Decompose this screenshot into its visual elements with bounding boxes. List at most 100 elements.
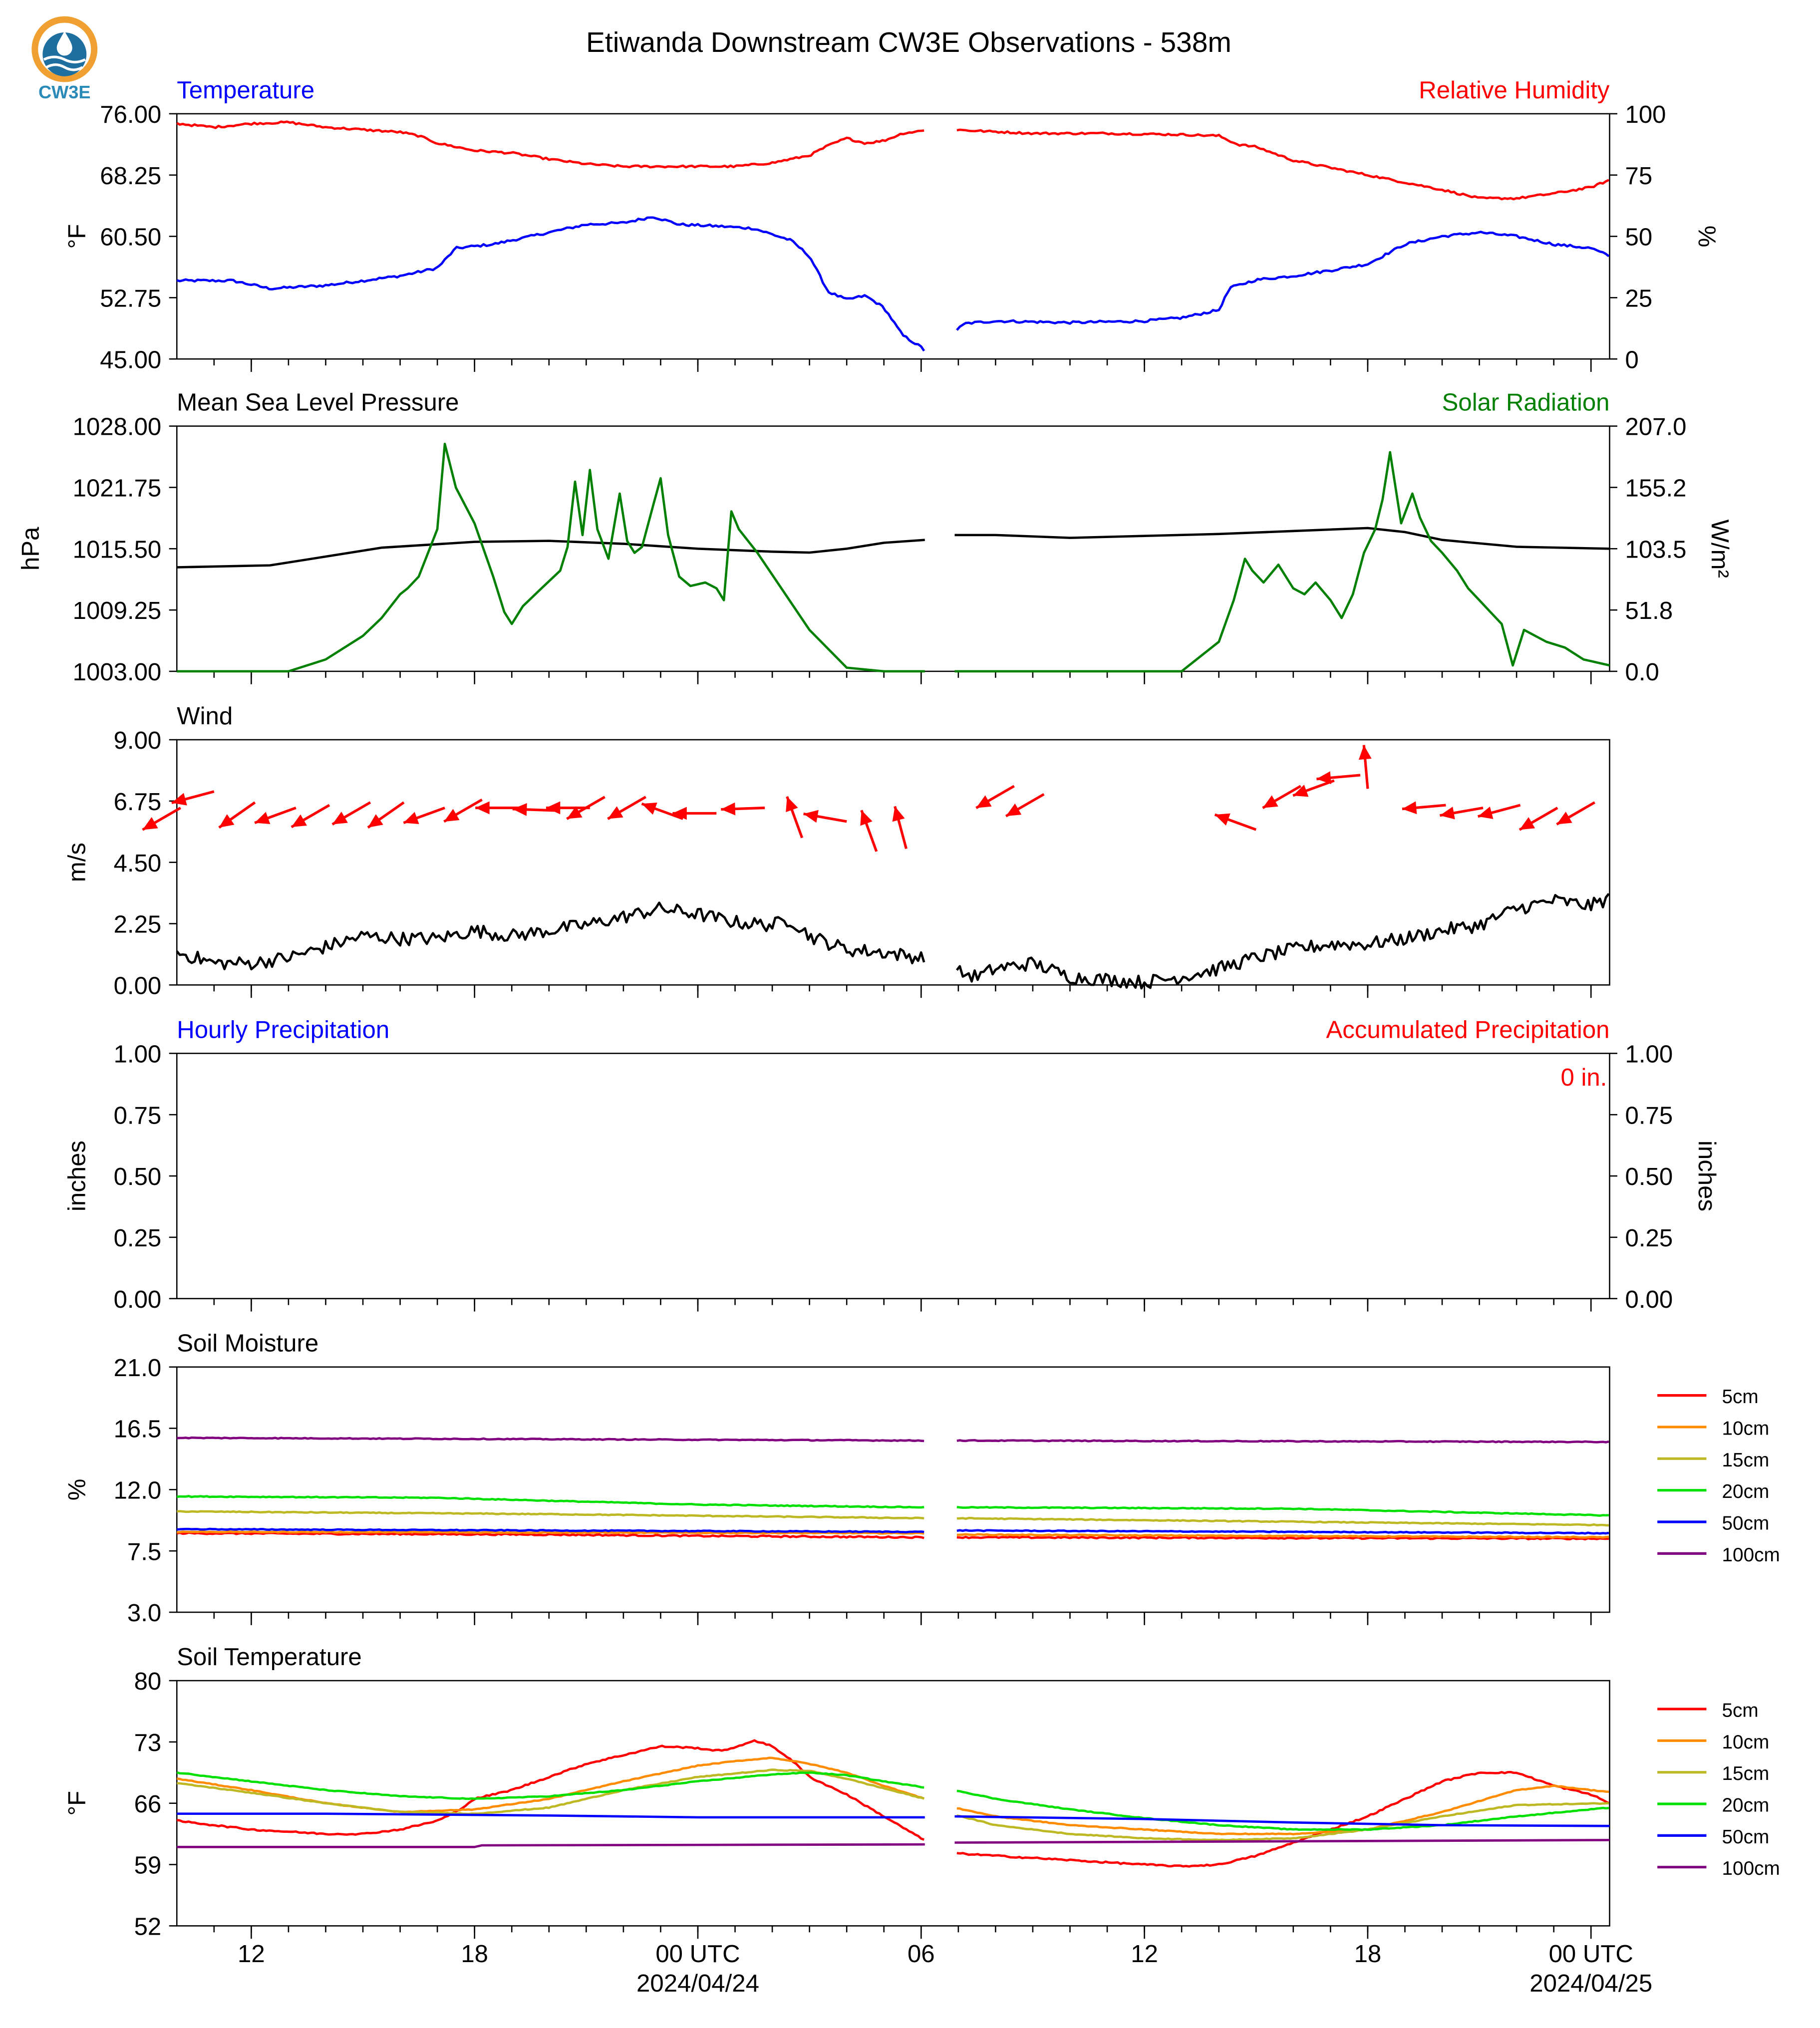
- series-line: [177, 527, 1610, 569]
- wind-arrow-head: [607, 806, 623, 819]
- y-tick-label: 1028.00: [73, 414, 162, 441]
- x-tick-date-label: 2024/04/24: [636, 1970, 759, 1997]
- y-tick-label: 1021.75: [73, 475, 162, 502]
- panel-title-left: Mean Sea Level Pressure: [177, 389, 459, 416]
- y2-tick-label: 100: [1625, 101, 1666, 128]
- y-tick-label: 68.25: [100, 163, 161, 190]
- series-line-10cm: [177, 1530, 1609, 1539]
- panel-press: 1028.00 1021.75 1015.50 1009.25 1003.00 207.0…: [17, 389, 1733, 686]
- wind-arrow-head: [368, 814, 383, 828]
- y-axis-label: hPa: [17, 527, 44, 571]
- y-tick-label: 0.00: [114, 1286, 162, 1313]
- wind-arrow-head: [171, 793, 187, 806]
- wind-arrow-head: [786, 796, 798, 813]
- panel-title-left: Soil Moisture: [177, 1330, 318, 1357]
- y-tick-label: 3.0: [127, 1600, 161, 1627]
- y-tick-label: 0.00: [114, 972, 162, 999]
- wind-arrow-head: [332, 812, 348, 825]
- y2-axis-label: W/m²: [1706, 520, 1733, 578]
- series-line: [176, 216, 1610, 352]
- legend-label: 20cm: [1722, 1795, 1769, 1816]
- y2-tick-label: 75: [1625, 163, 1653, 190]
- panel-soilt: 80 73 66 59 52 Soil Temperature °F 5cm 10cm 15cm 2…: [64, 1644, 1780, 1997]
- logo-text: CW3E: [38, 82, 91, 102]
- y-tick-label: 1015.50: [73, 536, 162, 563]
- y-tick-label: 0.50: [114, 1163, 162, 1190]
- panel-wind: 9.00 6.75 4.50 2.25 0.00 Wind m/s: [64, 703, 1610, 999]
- y2-tick-label: 103.5: [1625, 536, 1687, 563]
- legend-label: 100cm: [1722, 1858, 1780, 1879]
- y-tick-label: 73: [134, 1730, 162, 1756]
- legend: 5cm 10cm 15cm 20cm 50cm 100cm: [1657, 1386, 1780, 1566]
- y2-tick-label: 155.2: [1625, 475, 1687, 502]
- precip-total-label: 0 in.: [1560, 1064, 1607, 1091]
- legend-label: 50cm: [1722, 1826, 1769, 1848]
- y2-tick-label: 207.0: [1625, 414, 1687, 441]
- series-line-15cm: [177, 1510, 1609, 1527]
- wind-arrow-head: [1478, 806, 1494, 819]
- y-axis-label: %: [64, 1479, 91, 1501]
- wind-arrow-head: [1358, 745, 1372, 760]
- y-tick-label: 1.00: [114, 1041, 162, 1068]
- legend-label: 100cm: [1722, 1544, 1780, 1566]
- series-line-100cm: [177, 1839, 1610, 1848]
- x-tick-label: 06: [908, 1941, 935, 1968]
- x-tick-label: 18: [1354, 1941, 1382, 1968]
- series-line: [176, 120, 1609, 201]
- wind-arrow-head: [255, 812, 271, 824]
- wind-arrow-head: [1440, 807, 1455, 820]
- y2-tick-label: 0.50: [1625, 1163, 1673, 1190]
- wind-arrow-head: [1556, 812, 1572, 825]
- wind-arrow-head: [403, 812, 419, 824]
- wind-arrow-head: [142, 817, 158, 830]
- series-line-20cm: [176, 1771, 1609, 1831]
- wind-arrows: [142, 745, 1595, 852]
- panel-title-left: Hourly Precipitation: [177, 1016, 389, 1043]
- y-tick-label: 0.25: [114, 1225, 162, 1252]
- y2-tick-label: 0.75: [1625, 1102, 1673, 1129]
- wind-arrow-head: [1402, 801, 1417, 815]
- cw3e-logo: CW3E: [31, 16, 98, 102]
- y2-tick-label: 25: [1625, 285, 1653, 312]
- x-tick-date-label: 2024/04/25: [1529, 1970, 1652, 1997]
- y-axis-label: m/s: [64, 843, 91, 882]
- y-tick-label: 21.0: [114, 1355, 162, 1382]
- wind-arrow-head: [567, 806, 583, 819]
- wind-arrow-head: [1519, 817, 1535, 830]
- y-tick-label: 0.75: [114, 1102, 162, 1129]
- figure-title: Etiwanda Downstream CW3E Observations - …: [586, 27, 1231, 58]
- y-tick-label: 60.50: [100, 224, 161, 251]
- y-tick-label: 2.25: [114, 911, 162, 938]
- y-tick-label: 52: [134, 1913, 162, 1940]
- series-line-5cm: [177, 1739, 1609, 1868]
- legend-label: 15cm: [1722, 1763, 1769, 1784]
- wind-arrow-head: [860, 810, 873, 826]
- y-tick-label: 9.00: [114, 727, 162, 754]
- y-tick-label: 59: [134, 1852, 162, 1879]
- y2-tick-label: 50: [1625, 224, 1653, 251]
- legend-label: 20cm: [1722, 1481, 1769, 1502]
- y-tick-label: 1009.25: [73, 597, 162, 624]
- y-axis-label: °F: [64, 1791, 91, 1816]
- series-line: [177, 443, 1610, 673]
- panel-title-left: Soil Temperature: [177, 1644, 361, 1671]
- wind-arrow-head: [1006, 803, 1022, 817]
- y-tick-label: 66: [134, 1791, 162, 1818]
- series-line-50cm: [177, 1812, 1610, 1827]
- panel-title-right: Relative Humidity: [1419, 77, 1610, 104]
- y-tick-label: 76.00: [100, 101, 161, 128]
- y-axis-label: inches: [64, 1141, 91, 1211]
- wind-arrow-head: [672, 807, 687, 820]
- y2-axis-label: %: [1693, 226, 1720, 248]
- wind-arrow-head: [1262, 795, 1278, 808]
- legend: 5cm 10cm 15cm 20cm 50cm 100cm: [1657, 1700, 1780, 1879]
- wind-arrow-head: [641, 802, 657, 815]
- y-tick-label: 12.0: [114, 1477, 162, 1504]
- x-tick-label: 12: [238, 1941, 265, 1968]
- y-axis-label: °F: [64, 224, 91, 249]
- legend-label: 50cm: [1722, 1513, 1769, 1534]
- wind-arrow-head: [803, 810, 819, 823]
- y2-tick-label: 0: [1625, 346, 1639, 373]
- legend-label: 5cm: [1722, 1700, 1758, 1721]
